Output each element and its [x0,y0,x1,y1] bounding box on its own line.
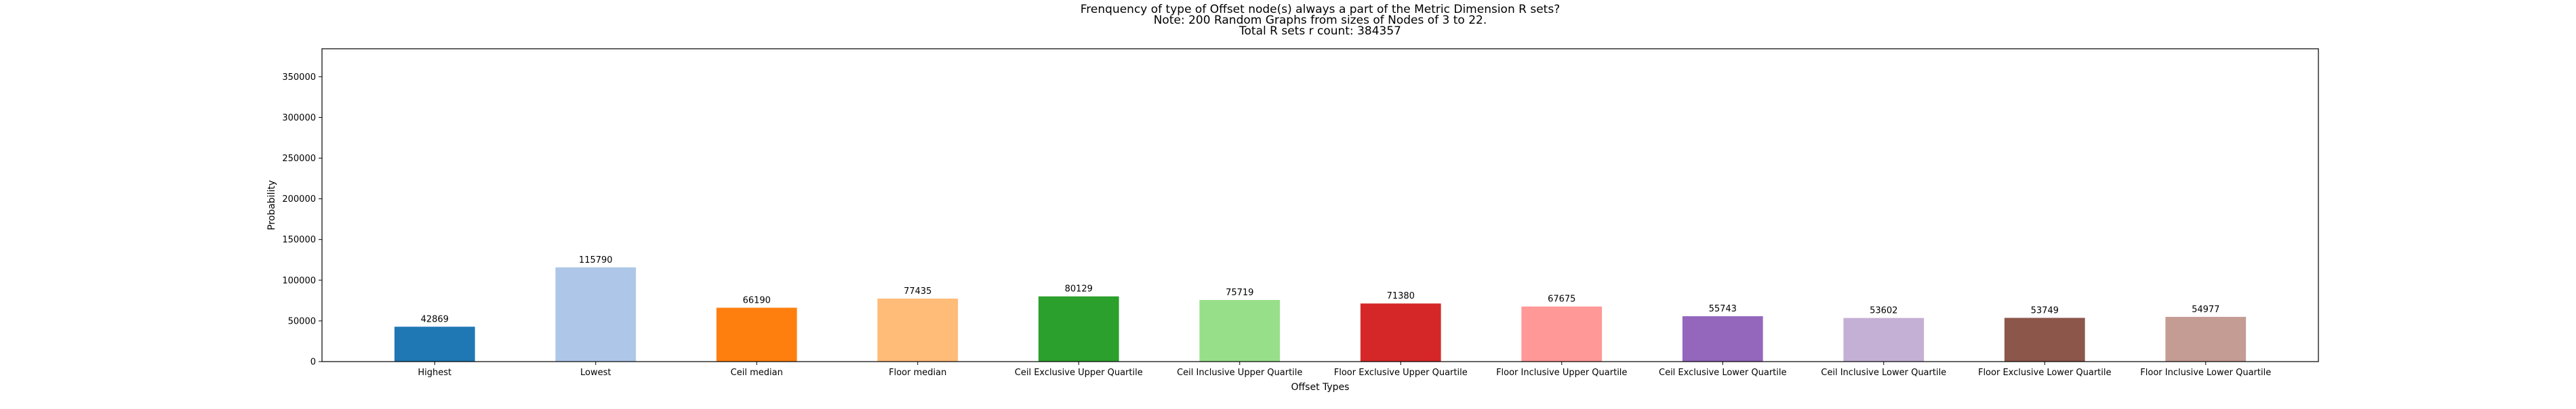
y-axis: 0 50000 100000 150000 200000 250000 300000 3500… [282,72,322,368]
bar-value-label: 53749 [2031,305,2059,316]
x-tick-label: Ceil Inclusive Upper Quartile [1177,368,1302,378]
bar [555,267,637,362]
chart-title-line: Frenquency of type of Offset node(s) alw… [1081,3,1560,16]
x-tick-label: Floor median [889,368,946,378]
x-axis-label: Offset Types [1291,382,1350,393]
bar-value-label: 80129 [1065,284,1093,295]
x-axis: Highest Lowest Ceil median Floor median Ceil… [418,362,2271,378]
chart-title-line: Note: 200 Random Graphs from sizes of No… [1154,14,1487,27]
x-tick-label: Ceil Exclusive Upper Quartile [1015,368,1143,378]
value-labels: 42869 115790 66190 77435 80129 75719 71380 6767… [421,255,2220,325]
y-tick-label: 50000 [288,316,316,326]
bar-value-label: 67675 [1548,295,1575,305]
bar [1521,306,1603,362]
x-tick-label: Floor Inclusive Upper Quartile [1496,368,1627,378]
x-tick-label: Ceil Exclusive Lower Quartile [1659,368,1787,378]
y-tick-label: 250000 [282,154,316,164]
bar-value-label: 75719 [1226,288,1253,298]
x-tick-label: Ceil median [731,368,783,378]
y-axis-label: Probability [266,180,277,230]
bar [2004,318,2085,362]
bar [877,298,959,362]
bar-value-label: 55743 [1709,304,1737,314]
x-tick-label: Floor Exclusive Lower Quartile [1978,368,2112,378]
bar-value-label: 71380 [1387,291,1415,301]
x-tick-label: Highest [418,368,451,378]
y-tick-label: 100000 [282,276,316,286]
bar-value-label: 77435 [904,286,931,297]
y-tick-label: 0 [310,358,316,368]
y-tick-label: 200000 [282,194,316,204]
bar-value-label: 115790 [579,255,613,265]
bar-value-label: 66190 [743,295,771,305]
y-tick-label: 150000 [282,235,316,245]
bars [394,267,2247,362]
bar-value-label: 53602 [1870,306,1897,316]
y-tick-label: 300000 [282,113,316,123]
bar [1199,299,1281,362]
bar [716,307,797,362]
bar [2165,316,2247,362]
bar [1843,318,1925,362]
chart-title: Frenquency of type of Offset node(s) alw… [1081,3,1560,38]
bar [1360,303,1441,362]
plot-frame [321,48,2319,362]
bar-value-label: 42869 [421,314,449,324]
bar-value-label: 54977 [2192,305,2219,315]
y-tick-label: 350000 [282,72,316,83]
x-tick-label: Ceil Inclusive Lower Quartile [1821,368,1946,378]
bar [1038,296,1119,362]
chart-title-line: Total R sets r count: 384357 [1239,24,1401,38]
bar [1682,316,1763,362]
bar [394,326,475,362]
x-tick-label: Floor Exclusive Upper Quartile [1334,368,1468,378]
x-tick-label: Floor Inclusive Lower Quartile [2140,368,2271,378]
x-tick-label: Lowest [580,368,611,378]
